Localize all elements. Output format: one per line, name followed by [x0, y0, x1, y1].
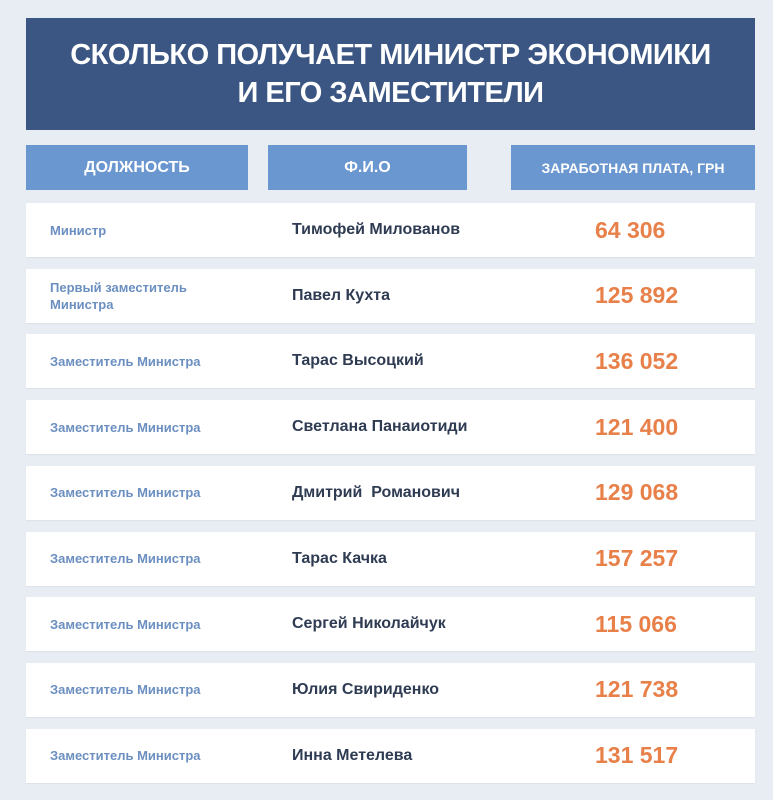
table-row: Заместитель Министра Светлана Панаиотиди 1… — [26, 400, 755, 455]
name-cell: Дмитрий Романович — [292, 483, 460, 501]
position-cell: Заместитель Министра — [50, 419, 201, 435]
position-cell: Заместитель Министра — [50, 353, 201, 369]
header-salary: ЗАРАБОТНАЯ ПЛАТА, ГРН — [511, 145, 755, 190]
name-cell: Тарас Качка — [292, 549, 387, 567]
name-cell: Светлана Панаиотиди — [292, 418, 468, 436]
table-row: Заместитель Министра Сергей Николайчук 115… — [26, 597, 755, 652]
page-title: СКОЛЬКО ПОЛУЧАЕТ МИНИСТР ЭКОНОМИКИ И ЕГО… — [26, 18, 755, 130]
name-cell: Павел Кухта — [292, 286, 391, 304]
salary-cell: 157 257 — [595, 545, 679, 571]
position-cell: Заместитель Министра — [50, 551, 201, 566]
table-row: Министр Тимофей Милованов 64 306 — [26, 203, 755, 257]
name-cell: Тимофей Милованов — [292, 221, 461, 238]
title-line-2: И ЕГО ЗАМЕСТИТЕЛИ — [237, 77, 544, 109]
salary-cell: 121 400 — [595, 413, 679, 440]
table-row: Заместитель Министра Инна Метелева 131 517 — [26, 728, 755, 783]
header-name: Ф.И.О — [268, 145, 467, 190]
salary-cell: 129 068 — [595, 479, 679, 506]
salary-cell: 136 052 — [595, 347, 679, 374]
position-cell: Заместитель Министра — [50, 682, 201, 698]
position-cell: Заместитель Министра — [50, 748, 201, 764]
name-cell: Юлия Свириденко — [292, 680, 440, 698]
position-cell: Заместитель Министра — [50, 616, 201, 632]
salary-cell: 115 066 — [595, 610, 677, 637]
table-row: Заместитель Министра Тарас Высоцкий 136 05… — [26, 334, 755, 389]
salary-cell: 64 306 — [595, 216, 666, 243]
salary-cell: 125 892 — [595, 282, 679, 309]
title-line-1: СКОЛЬКО ПОЛУЧАЕТ МИНИСТР ЭКОНОМИКИ — [70, 39, 711, 71]
salary-cell: 131 517 — [595, 742, 679, 769]
table-row: Заместитель Министра Дмитрий Романович 129… — [26, 465, 755, 520]
position-cell: Первый заместитель Министра — [50, 279, 187, 312]
salary-cell: 121 738 — [595, 676, 679, 703]
name-cell: Тарас Высоцкий — [292, 352, 424, 370]
table-row: Заместитель Министра Юлия Свириденко 121 7… — [26, 662, 755, 717]
position-cell: Заместитель Министра — [50, 485, 201, 501]
table-row: Первый заместитель Министра Павел Кухта 12… — [26, 268, 755, 323]
table-row: Заместитель Министра Тарас Качка 157 257 — [26, 531, 755, 586]
name-cell: Сергей Николайчук — [292, 615, 446, 633]
position-cell: Министр — [50, 222, 107, 238]
header-position: ДОЛЖНОСТЬ — [26, 145, 248, 190]
name-cell: Инна Метелева — [292, 746, 413, 764]
